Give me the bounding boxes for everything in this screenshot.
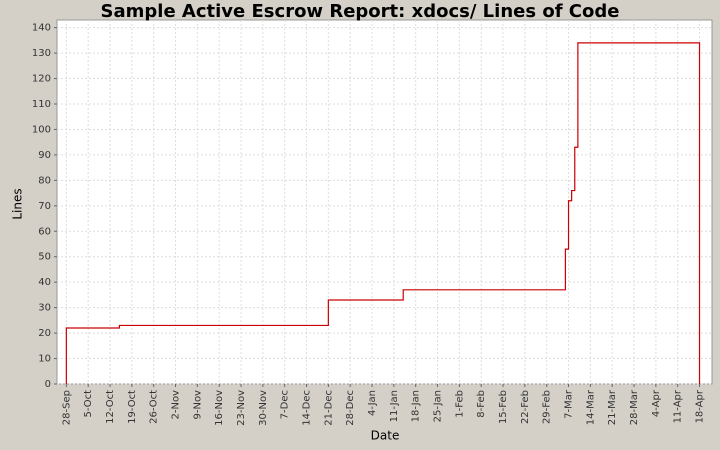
x-tick-label: 21-Mar bbox=[607, 389, 618, 425]
x-tick-label: 8-Feb bbox=[476, 390, 487, 418]
y-tick-label: 10 bbox=[38, 354, 51, 365]
y-tick-label: 140 bbox=[32, 23, 51, 34]
x-tick-label: 11-Jan bbox=[389, 390, 400, 422]
line bbox=[65, 42, 701, 384]
x-tick-label: 1-Feb bbox=[454, 390, 465, 418]
x-tick-label: 4-Jan bbox=[367, 390, 378, 416]
chart-title: Sample Active Escrow Report: xdocs/ Line… bbox=[101, 1, 620, 22]
y-tick-label: 130 bbox=[32, 48, 51, 59]
x-tick-label: 5-Oct bbox=[83, 390, 94, 418]
y-tick-label: 70 bbox=[38, 201, 51, 212]
x-tick-label: 2-Nov bbox=[171, 390, 182, 420]
x-tick-label: 16-Nov bbox=[214, 390, 225, 426]
x-tick-label: 28-Sep bbox=[61, 390, 72, 425]
y-tick-label: 0 bbox=[45, 379, 51, 390]
x-tick-label: 19-Oct bbox=[127, 390, 138, 424]
y-tick-label: 30 bbox=[38, 303, 51, 314]
y-tick-label: 90 bbox=[38, 150, 51, 161]
x-tick-label: 25-Jan bbox=[433, 390, 444, 422]
x-tick-label: 28-Mar bbox=[629, 389, 640, 425]
x-tick-label: 15-Feb bbox=[498, 390, 509, 424]
x-tick-label: 14-Mar bbox=[585, 389, 596, 425]
x-tick-label: 23-Nov bbox=[236, 390, 247, 426]
x-tick-label: 12-Oct bbox=[105, 390, 116, 424]
x-tick-label: 30-Nov bbox=[258, 390, 269, 426]
y-tick-label: 100 bbox=[32, 124, 51, 135]
x-tick-label: 26-Oct bbox=[149, 390, 160, 424]
x-tick-label: 18-Apr bbox=[695, 389, 706, 423]
y-tick-label: 110 bbox=[32, 99, 51, 110]
x-tick-label: 11-Apr bbox=[673, 389, 684, 423]
y-tick-label: 80 bbox=[38, 175, 51, 186]
x-tick-label: 22-Feb bbox=[520, 390, 531, 424]
x-tick-label: 4-Apr bbox=[651, 389, 662, 417]
y-tick-label: 20 bbox=[38, 328, 51, 339]
x-axis-label: Date bbox=[371, 429, 400, 443]
y-axis-label: Lines bbox=[11, 188, 25, 219]
y-tick-label: 60 bbox=[38, 226, 51, 237]
x-tick-label: 7-Mar bbox=[564, 389, 575, 419]
y-tick-label: 120 bbox=[32, 74, 51, 85]
x-tick-label: 18-Jan bbox=[411, 390, 422, 422]
plot-area bbox=[56, 19, 713, 385]
x-tick-label: 28-Dec bbox=[345, 390, 356, 426]
x-tick-label: 14-Dec bbox=[302, 390, 313, 426]
x-tick-label: 29-Feb bbox=[542, 390, 553, 424]
y-tick-label: 40 bbox=[38, 277, 51, 288]
x-tick-label: 21-Dec bbox=[323, 390, 334, 426]
x-tick-label: 7-Dec bbox=[280, 390, 291, 419]
y-tick-label: 50 bbox=[38, 252, 51, 263]
x-tick-label: 9-Nov bbox=[192, 390, 203, 420]
